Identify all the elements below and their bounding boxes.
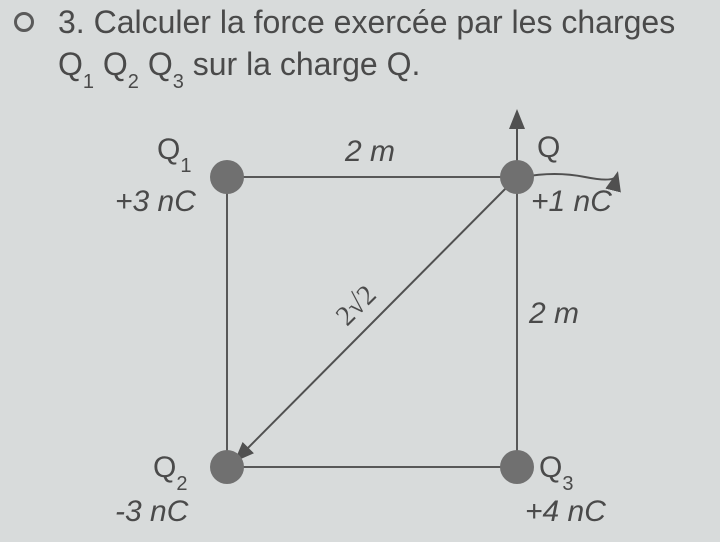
- question-text: 3. Calculer la force exercée par les cha…: [58, 2, 698, 89]
- label-q1: Q1: [157, 133, 191, 172]
- label-q3: Q3: [539, 451, 573, 490]
- value-q1: +3 nC: [115, 185, 196, 219]
- arrow-right: [523, 174, 617, 180]
- label-right-side: 2 m: [529, 297, 579, 331]
- q3-label: Q3: [148, 46, 184, 82]
- value-q2: -3 nC: [115, 495, 188, 529]
- force-diagram: Q1 +3 nC Q +1 nC Q2 -3 nC Q3 +4 nC 2 m 2…: [145, 135, 625, 525]
- question-number: 3.: [58, 4, 85, 40]
- arrow-diagonal: [237, 181, 513, 459]
- value-q: +1 nC: [531, 185, 612, 219]
- page-root: 3. Calculer la force exercée par les cha…: [0, 0, 720, 542]
- question-part2: sur la charge Q.: [184, 46, 421, 82]
- label-q2: Q2: [153, 451, 187, 490]
- dot-q2: [210, 450, 244, 484]
- q1-label: Q1: [58, 46, 94, 82]
- dot-q3: [500, 450, 534, 484]
- dot-q: [500, 160, 534, 194]
- q2-label: Q2: [103, 46, 139, 82]
- question-part1: Calculer la force exercée par les charge…: [94, 4, 676, 40]
- value-q3: +4 nC: [525, 495, 606, 529]
- label-top-side: 2 m: [345, 135, 395, 169]
- label-q: Q: [537, 131, 560, 165]
- dot-q1: [210, 160, 244, 194]
- bullet-icon: [14, 12, 34, 32]
